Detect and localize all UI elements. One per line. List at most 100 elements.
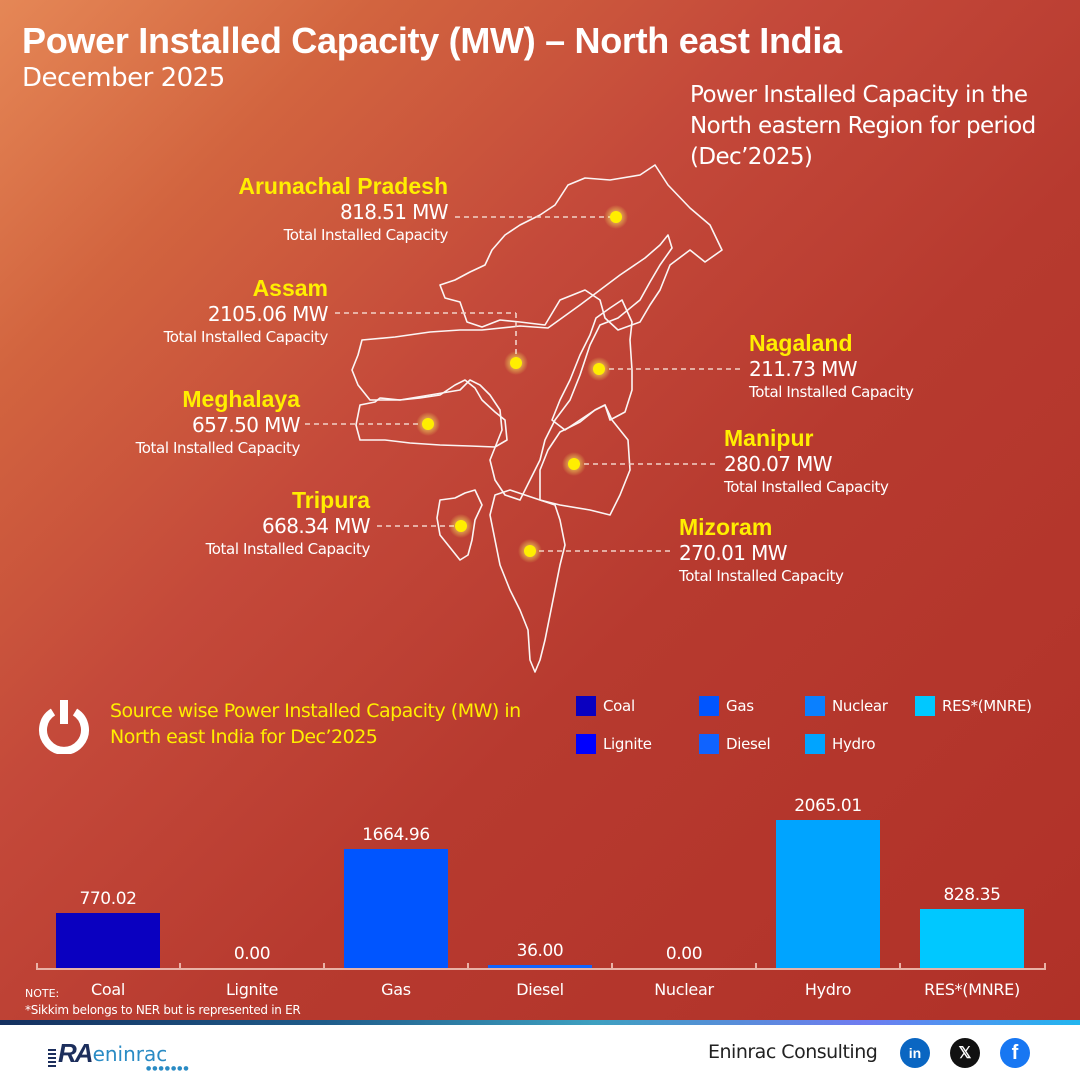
legend-item-coal: Coal [576,696,635,716]
bar-gas [344,849,448,968]
bar-value-label: 1664.96 [362,825,430,845]
page-subtitle: December 2025 [22,63,225,93]
legend-item-lignite: Lignite [576,734,652,754]
page-title: Power Installed Capacity (MW) – North ea… [22,20,842,61]
axis-tick [323,963,325,969]
arunachal-outline [439,164,723,331]
state-capacity-caption: Total Installed Capacity [135,439,301,457]
state-capacity-caption: Total Installed Capacity [163,328,329,346]
state-capacity-value: 818.51 MW [340,200,449,224]
category-label: Diesel [516,980,564,999]
state-name: Nagaland [749,330,853,356]
bar-value-label: 828.35 [943,885,1001,905]
chart-legend: Coal Gas Nuclear RES*(MNRE) Lignite Dies… [576,696,1076,766]
state-capacity-caption: Total Installed Capacity [724,478,889,496]
legend-swatch [915,696,935,716]
source-section-heading: Source wise Power Installed Capacity (MW… [110,700,521,748]
state-label-tripura: Tripura 668.34 MW Total Installed Capaci… [205,487,371,559]
north-east-india-map [305,164,740,673]
legend-swatch [699,734,719,754]
category-label: Gas [381,980,411,999]
category-label: Coal [90,980,125,999]
category-label: Nuclear [654,980,714,999]
bar-coal [56,913,160,968]
bar-diesel [488,965,592,968]
legend-label: Diesel [726,735,771,753]
legend-swatch [576,696,596,716]
axis-tick [36,963,38,969]
legend-label: Hydro [832,735,876,753]
assam-outline [351,234,673,501]
state-label-manipur: Manipur 280.07 MW Total Installed Capaci… [724,425,889,497]
state-label-nagaland: Nagaland 211.73 MW Total Installed Capac… [749,330,914,402]
bar-value-label: 0.00 [665,944,703,964]
state-label-arunachal-pradesh: Arunachal Pradesh 818.51 MW Total Instal… [238,173,448,245]
note-text: *Sikkim belongs to NER but is represente… [25,1003,301,1017]
state-name: Mizoram [679,514,773,540]
state-name: Manipur [724,425,814,451]
legend-item-res: RES*(MNRE) [915,696,1032,716]
state-name: Tripura [292,487,370,513]
state-label-mizoram: Mizoram 270.01 MW Total Installed Capaci… [679,514,844,586]
state-capacity-value: 657.50 MW [192,413,301,437]
state-name: Meghalaya [182,386,300,412]
axis-tick [1044,963,1046,969]
brand-name: Eninrac Consulting [708,1041,878,1063]
x-icon[interactable]: 𝕏 [950,1038,980,1068]
region-note: Power Installed Capacity in the North ea… [690,82,1036,170]
tripura-outline [436,489,483,561]
infographic-poster: Power Installed Capacity (MW) – North ea… [0,0,1080,1020]
state-capacity-caption: Total Installed Capacity [749,383,914,401]
legend-label: Gas [726,697,754,715]
legend-swatch [576,734,596,754]
meghalaya-outline [355,379,508,448]
logo-dots: ●●●●●●● [146,1065,190,1072]
legend-swatch [805,696,825,716]
state-markers [416,205,628,563]
logo-mark: RA [58,1038,94,1068]
state-capacity-value: 280.07 MW [724,452,833,476]
source-bar-chart: 770.02 Coal 0.00 Lignite 1664.96 Gas 36.00 Dies… [0,790,1080,1020]
x-axis [36,968,1046,970]
power-icon [39,700,89,754]
state-capacity-value: 2105.06 MW [207,302,329,326]
legend-label: RES*(MNRE) [942,697,1032,715]
state-name: Assam [252,275,328,301]
category-label: Hydro [804,980,852,999]
eninrac-logo[interactable]: RA eninrac ●●●●●●● [48,1037,189,1072]
axis-tick [611,963,613,969]
state-capacity-value: 211.73 MW [749,357,858,381]
logo-stripes-icon [48,1047,56,1067]
bar-value-label: 770.02 [79,889,137,909]
legend-item-diesel: Diesel [699,734,771,754]
state-capacity-caption: Total Installed Capacity [205,540,371,558]
legend-item-hydro: Hydro [805,734,876,754]
state-label-meghalaya: Meghalaya 657.50 MW Total Installed Capa… [135,386,301,458]
legend-item-gas: Gas [699,696,754,716]
logo-text: eninrac [92,1042,168,1066]
state-name: Arunachal Pradesh [238,173,448,199]
axis-tick [899,963,901,969]
state-capacity-caption: Total Installed Capacity [679,567,844,585]
category-label: Lignite [225,980,279,999]
bar-value-label: 2065.01 [794,796,862,816]
bar-hydro [776,820,880,968]
axis-tick [179,963,181,969]
linkedin-icon[interactable]: in [900,1038,930,1068]
bar-value-label: 0.00 [233,944,271,964]
legend-swatch [805,734,825,754]
footer-divider [0,1020,1080,1025]
bar-res-mnre [920,909,1024,968]
legend-item-nuclear: Nuclear [805,696,888,716]
legend-label: Nuclear [832,697,888,715]
facebook-icon[interactable]: f [1000,1038,1030,1068]
legend-swatch [699,696,719,716]
legend-label: Coal [603,697,635,715]
mizoram-outline [489,489,566,673]
manipur-outline [539,404,631,516]
legend-label: Lignite [603,735,652,753]
note-label: NOTE: [25,987,60,1000]
state-label-assam: Assam 2105.06 MW Total Installed Capacit… [163,275,329,347]
category-label: RES*(MNRE) [924,980,1020,999]
state-capacity-value: 668.34 MW [262,514,371,538]
